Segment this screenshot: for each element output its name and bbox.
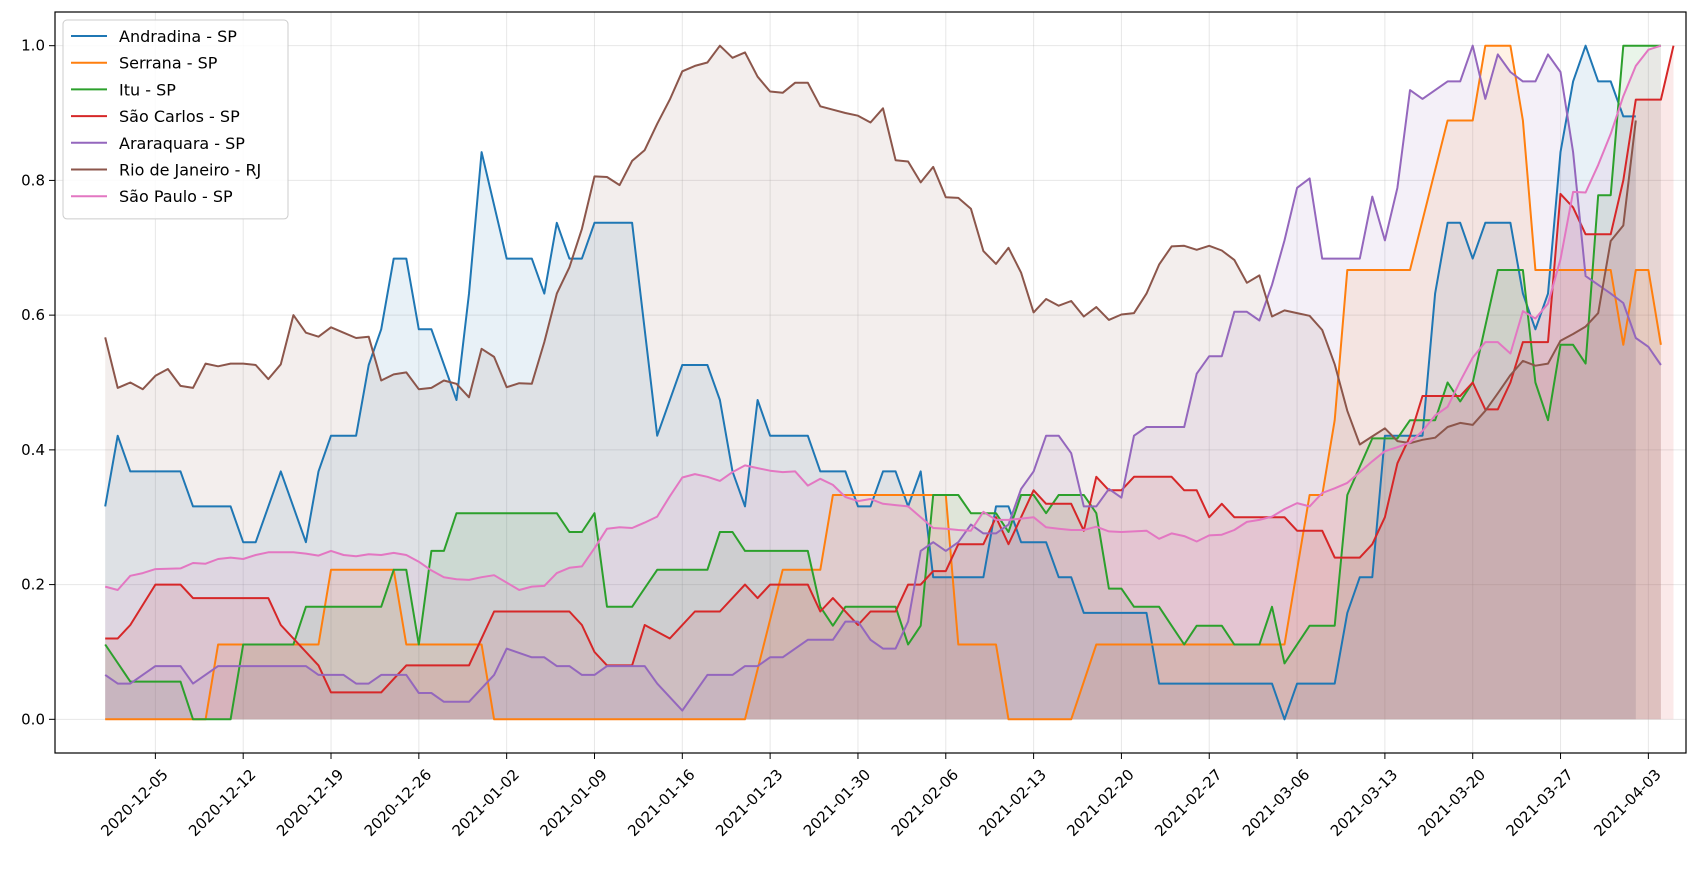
x-tick-label: 2021-02-27 [1151, 766, 1225, 840]
y-tick-label: 0.4 [21, 441, 45, 459]
x-tick-label: 2021-02-20 [1063, 766, 1137, 840]
x-tick-label: 2021-03-27 [1502, 766, 1576, 840]
x-tick-label: 2021-01-23 [712, 766, 786, 840]
legend-label: Rio de Janeiro - RJ [119, 161, 261, 180]
y-tick-label: 0.0 [21, 710, 45, 728]
x-tick-label: 2021-02-06 [888, 766, 962, 840]
x-tick-label: 2021-03-13 [1327, 766, 1401, 840]
line-araraquara-sp [104, 44, 1662, 712]
legend-label: Andradina - SP [119, 27, 237, 46]
y-tick-label: 0.8 [21, 171, 45, 189]
area-serrana-sp [105, 45, 1661, 720]
y-tick-label: 1.0 [21, 37, 45, 55]
area-sao-paulo-sp [105, 45, 1661, 720]
legend-label: São Carlos - SP [119, 107, 240, 126]
area-araraquara-sp [105, 45, 1661, 720]
x-tick-label: 2021-01-16 [624, 766, 698, 840]
line-andradina-sp [104, 44, 1636, 721]
x-tick-label: 2021-01-02 [449, 766, 523, 840]
x-tick-label: 2021-01-30 [800, 766, 874, 840]
x-tick-label: 2021-03-06 [1239, 766, 1313, 840]
x-tick-label: 2021-04-03 [1590, 766, 1664, 840]
y-axis-ticks: 0.0 0.2 0.4 0.6 0.8 1.0 [21, 37, 55, 728]
x-tick-label: 2021-02-13 [976, 766, 1050, 840]
x-tick-label: 2021-01-09 [536, 766, 610, 840]
line-sao-paulo-sp [104, 44, 1662, 591]
area-itu-sp [105, 45, 1661, 720]
line-sao-carlos-sp [105, 45, 1675, 694]
legend-label: Itu - SP [119, 80, 176, 99]
x-axis-ticks: 2020-12-05 2020-12-12 2020-12-19 2020-12-26… [97, 753, 1665, 840]
legend: Andradina - SP Serrana - SP Itu - SP São Ca… [62, 19, 289, 220]
legend-box [62, 19, 289, 220]
area-andradina-sp [105, 45, 1636, 720]
y-tick-label: 0.2 [21, 576, 45, 594]
line-itu-sp [104, 44, 1661, 721]
grid-lines [55, 12, 1686, 753]
line-serrana-sp [105, 44, 1662, 721]
x-tick-label: 2020-12-05 [97, 766, 171, 840]
legend-label: Serrana - SP [119, 54, 218, 73]
series-lines [104, 44, 1675, 721]
legend-label: São Paulo - SP [119, 187, 233, 206]
area-sao-carlos-sp [105, 45, 1674, 720]
plot-frame [54, 11, 1687, 754]
x-tick-label: 2020-12-26 [361, 766, 435, 840]
x-tick-label: 2021-03-20 [1415, 766, 1489, 840]
area-rio-de-janeiro-rj [105, 45, 1636, 720]
legend-label: Araraquara - SP [119, 134, 245, 153]
y-tick-label: 0.6 [21, 306, 45, 324]
line-rio-de-janeiro-rj [104, 44, 1637, 446]
x-tick-label: 2020-12-19 [273, 766, 347, 840]
x-tick-label: 2020-12-12 [185, 766, 259, 840]
series-areas [105, 45, 1674, 720]
